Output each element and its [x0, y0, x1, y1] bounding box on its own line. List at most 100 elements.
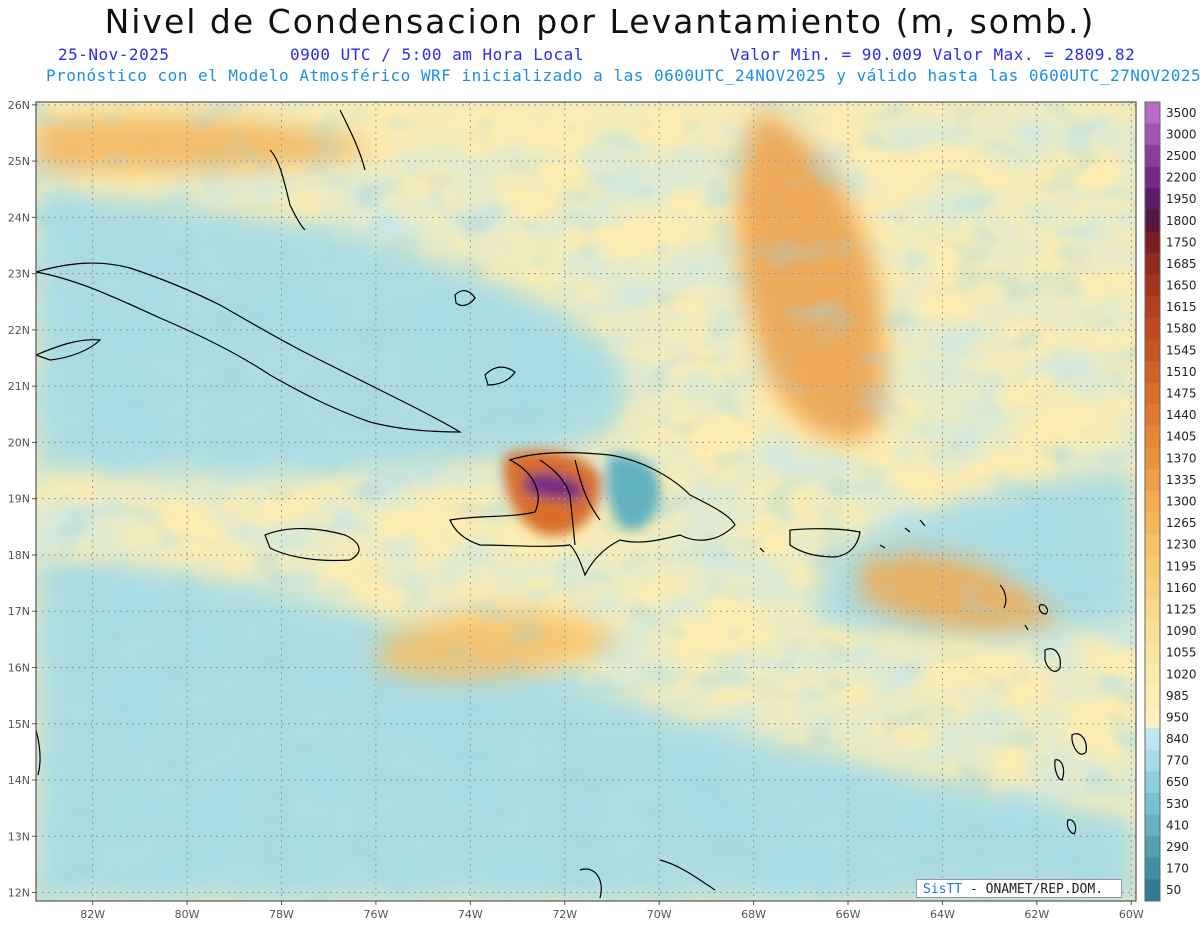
colorbar-label: 1370: [1166, 451, 1197, 465]
colorbar-label: 1125: [1166, 602, 1197, 616]
lon-tick-label: 62W: [1024, 908, 1049, 921]
colorbar-label: 1750: [1166, 235, 1197, 249]
credit-brand: SisTT: [923, 882, 963, 897]
colorbar-swatch: [1145, 404, 1160, 427]
lat-tick-label: 23N: [8, 268, 30, 281]
colorbar: 3500 3000 2500 2200 1950 1800 1750 1685 1650 1615…: [1144, 101, 1197, 902]
colorbar-swatch: [1145, 382, 1160, 405]
colorbar-swatch: [1145, 533, 1160, 556]
colorbar-swatch: [1145, 123, 1160, 146]
lat-tick-label: 26N: [8, 99, 30, 112]
lat-tick-label: 19N: [8, 493, 30, 506]
lat-tick-label: 24N: [8, 211, 30, 224]
lat-tick-label: 14N: [8, 774, 30, 787]
colorbar-label: 2200: [1166, 171, 1197, 185]
colorbar-swatch: [1145, 771, 1160, 794]
colorbar-label: 985: [1166, 689, 1189, 703]
colorbar-swatch: [1145, 361, 1160, 384]
colorbar-swatch: [1145, 749, 1160, 772]
colorbar-label: 1055: [1166, 646, 1197, 660]
lon-tick-label: 78W: [269, 908, 294, 921]
colorbar-swatch: [1145, 145, 1160, 168]
latitude-labels: 26N 25N 24N 23N 22N 21N 20N 19N 18N 17N 16N 15N 14N 1…: [8, 99, 36, 900]
colorbar-swatch: [1145, 490, 1160, 513]
colorbar-swatch: [1145, 469, 1160, 492]
lat-tick-label: 20N: [8, 436, 30, 449]
colorbar-frame: [1144, 101, 1161, 902]
lon-tick-label: 70W: [647, 908, 672, 921]
colorbar-swatch: [1145, 166, 1160, 189]
colorbar-label: 1230: [1166, 538, 1197, 552]
colorbar-swatch: [1145, 102, 1160, 125]
colorbar-label: 1615: [1166, 300, 1197, 314]
colorbar-label: 1510: [1166, 365, 1197, 379]
lon-tick-label: 68W: [741, 908, 766, 921]
colorbar-label: 290: [1166, 840, 1189, 854]
colorbar-swatch: [1145, 857, 1160, 880]
colorbar-swatch: [1145, 209, 1160, 233]
coastlines: [36, 109, 1087, 899]
colorbar-label: 410: [1166, 818, 1189, 832]
lon-tick-label: 72W: [552, 908, 577, 921]
lon-tick-label: 74W: [458, 908, 483, 921]
lat-tick-label: 16N: [8, 661, 30, 674]
colorbar-label: 840: [1166, 732, 1189, 746]
colorbar-label: 1580: [1166, 322, 1197, 336]
colorbar-label: 650: [1166, 775, 1189, 789]
forecast-time: 0900 UTC / 5:00 am Hora Local: [290, 45, 584, 64]
grid-lines: [36, 102, 1136, 901]
lon-tick-label: 82W: [80, 908, 105, 921]
colorbar-label: 1405: [1166, 430, 1197, 444]
colorbar-swatch: [1145, 317, 1160, 341]
colorbar-swatch: [1145, 793, 1160, 816]
colorbar-swatch: [1145, 620, 1160, 643]
min-max-values: Valor Min. = 90.009 Valor Max. = 2809.82: [730, 45, 1136, 64]
lat-tick-label: 22N: [8, 324, 30, 337]
colorbar-swatch: [1145, 641, 1160, 664]
colorbar-label: 50: [1166, 883, 1181, 897]
colorbar-label: 1950: [1166, 192, 1197, 206]
colorbar-label: 770: [1166, 754, 1189, 768]
colorbar-swatch: [1145, 253, 1160, 276]
colorbar-label: 1335: [1166, 473, 1197, 487]
colorbar-swatch: [1145, 728, 1160, 751]
colorbar-label: 1020: [1166, 667, 1197, 681]
colorbar-swatch: [1145, 555, 1160, 578]
colorbar-swatch: [1145, 231, 1160, 254]
colorbar-label: 1440: [1166, 408, 1197, 422]
colorbar-swatch: [1145, 296, 1160, 319]
colorbar-swatch: [1145, 188, 1160, 211]
colorbar-label: 1800: [1166, 214, 1197, 228]
colorbar-swatch: [1145, 425, 1160, 449]
lon-tick-label: 80W: [175, 908, 200, 921]
colorbar-label: 170: [1166, 862, 1189, 876]
colorbar-label: 950: [1166, 710, 1189, 724]
lat-tick-label: 18N: [8, 549, 30, 562]
colorbar-swatch: [1145, 836, 1160, 859]
colorbar-swatch: [1145, 706, 1160, 729]
colorbar-label: 1090: [1166, 624, 1197, 638]
lat-tick-label: 21N: [8, 380, 30, 393]
colorbar-swatch: [1145, 577, 1160, 600]
colorbar-label: 530: [1166, 797, 1189, 811]
credit-text: - ONAMET/REP.DOM.: [962, 882, 1104, 897]
colorbar-swatch: [1145, 447, 1160, 470]
lon-tick-label: 66W: [836, 908, 861, 921]
colorbar-label: 1265: [1166, 516, 1197, 530]
colorbar-label: 1475: [1166, 387, 1197, 401]
lat-tick-label: 15N: [8, 718, 30, 731]
plot-frame: [35, 101, 1137, 902]
colorbar-swatch: [1145, 814, 1160, 837]
colorbar-label: 1160: [1166, 581, 1197, 595]
colorbar-label: 3000: [1166, 127, 1197, 141]
colorbar-label: 1545: [1166, 343, 1197, 357]
colorbar-label: 2500: [1166, 149, 1197, 163]
colorbar-swatch: [1145, 512, 1160, 535]
colorbar-label: 1650: [1166, 279, 1197, 293]
forecast-date: 25-Nov-2025: [58, 45, 170, 64]
lat-tick-label: 13N: [8, 830, 30, 843]
colorbar-swatch: [1145, 663, 1160, 686]
page-title: Nivel de Condensacion por Levantamiento …: [104, 2, 1096, 41]
colorbar-label: 3500: [1166, 106, 1197, 120]
